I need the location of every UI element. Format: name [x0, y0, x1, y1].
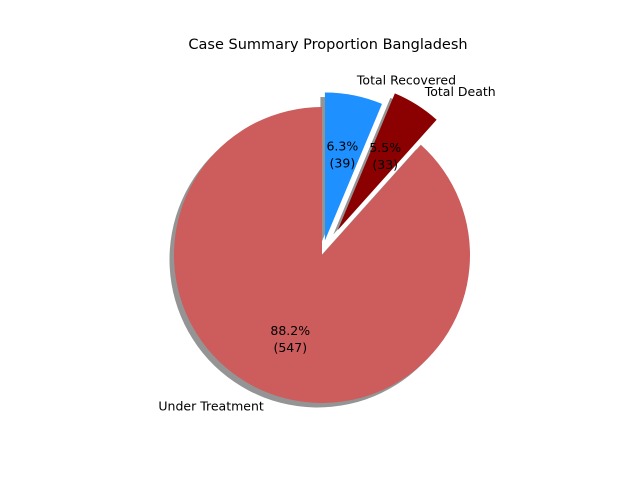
slice-label-total-death: Total Death [424, 84, 496, 99]
slice-percent-under-treatment: 88.2% [270, 323, 310, 338]
slice-value-total-death: 5.5% (33) [369, 140, 401, 172]
slice-percent-total-death: 5.5% [369, 140, 401, 155]
slice-count-under-treatment: (547) [273, 340, 307, 355]
slice-count-total-death: (33) [372, 157, 398, 172]
slice-total-death [337, 93, 437, 230]
slice-count-total-recovered: (39) [330, 155, 356, 170]
slice-total-recovered [324, 92, 382, 241]
chart-title: Case Summary Proportion Bangladesh [188, 37, 467, 53]
slice-under-treatment [174, 107, 471, 404]
slice-percent-total-recovered: 6.3% [326, 138, 358, 153]
slice-value-total-recovered: 6.3% (39) [326, 138, 358, 170]
label-layer: Total Recovered 6.3% (39) Total Death 5.5% (3… [158, 72, 495, 413]
slice-layer [174, 92, 471, 404]
slice-value-under-treatment: 88.2% (547) [270, 323, 310, 355]
slice-label-total-recovered: Total Recovered [356, 72, 456, 87]
slice-label-under-treatment: Under Treatment [158, 399, 264, 414]
